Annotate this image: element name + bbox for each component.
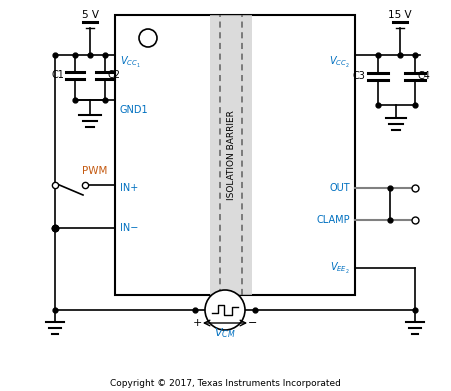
Bar: [115, 15, 355, 295]
Text: C1: C1: [51, 70, 64, 80]
Text: C2: C2: [108, 70, 121, 80]
Text: 15 V: 15 V: [388, 10, 412, 20]
Text: C3: C3: [352, 71, 365, 81]
Text: OUT: OUT: [329, 183, 350, 193]
Text: 5 V: 5 V: [82, 10, 98, 20]
Text: C4: C4: [418, 71, 431, 81]
Text: −: −: [249, 318, 258, 328]
Circle shape: [139, 29, 157, 47]
Text: $V_{CC_1}$: $V_{CC_1}$: [120, 54, 141, 70]
Text: GND1: GND1: [120, 105, 149, 115]
Text: CLAMP: CLAMP: [316, 215, 350, 225]
Text: +: +: [192, 318, 202, 328]
Text: $V_{EE_2}$: $V_{EE_2}$: [330, 260, 350, 276]
Text: PWM: PWM: [83, 166, 108, 176]
Text: IN−: IN−: [120, 223, 138, 233]
Text: ISOLATION BARRIER: ISOLATION BARRIER: [226, 110, 235, 200]
Text: $V_{CC_2}$: $V_{CC_2}$: [329, 54, 350, 70]
Text: $V_{CM}$: $V_{CM}$: [214, 326, 236, 340]
Bar: [210, 15, 252, 295]
Circle shape: [205, 290, 245, 330]
Text: Copyright © 2017, Texas Instruments Incorporated: Copyright © 2017, Texas Instruments Inco…: [110, 378, 341, 387]
Text: IN+: IN+: [120, 183, 138, 193]
